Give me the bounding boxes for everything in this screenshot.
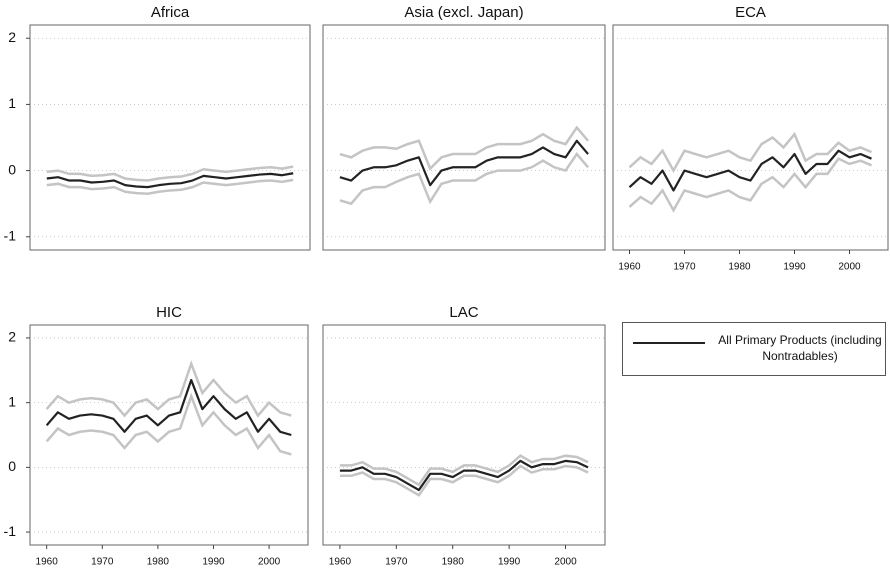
- ci-lower: [339, 151, 590, 206]
- x-tick-label: 1980: [147, 557, 170, 568]
- ci-lower: [45, 392, 292, 456]
- x-tick-label: 1970: [673, 262, 696, 273]
- panel-title: HIC: [156, 304, 182, 321]
- x-tick-label: 1970: [91, 557, 114, 568]
- x-tick-label: 1990: [783, 262, 806, 273]
- x-tick-label: 1960: [618, 262, 641, 273]
- x-tick-label: 2000: [258, 557, 281, 568]
- series-line: [45, 378, 292, 437]
- panel-title: Africa: [151, 4, 190, 21]
- panel-title: Asia (excl. Japan): [404, 4, 523, 21]
- x-tick-label: 1980: [442, 557, 465, 568]
- legend-label: All Primary Products (including Nontrada…: [718, 333, 882, 363]
- series-line: [339, 459, 589, 492]
- ci-upper: [339, 454, 589, 487]
- panel-frame: [322, 24, 606, 251]
- panel-frame: [29, 24, 311, 251]
- series-line: [628, 149, 872, 192]
- panel-title: ECA: [735, 4, 766, 21]
- ci-lower: [628, 157, 872, 213]
- panel-title: LAC: [449, 304, 478, 321]
- x-tick-label: 2000: [554, 557, 577, 568]
- ci-lower: [46, 178, 294, 196]
- x-tick-label: 2000: [838, 262, 861, 273]
- y-tick-label: 1: [8, 95, 16, 111]
- y-tick-label: 2: [8, 29, 16, 45]
- panel-frame: [322, 324, 606, 546]
- x-tick-label: 1960: [36, 557, 59, 568]
- y-tick-label: -1: [4, 523, 17, 539]
- y-tick-label: -1: [4, 227, 17, 243]
- ci-upper: [339, 125, 590, 171]
- series-line: [46, 172, 294, 189]
- y-tick-label: 1: [8, 393, 16, 409]
- panel-frame: [612, 24, 889, 251]
- x-tick-label: 1980: [728, 262, 751, 273]
- ci-upper: [45, 360, 292, 418]
- x-tick-label: 1970: [385, 557, 408, 568]
- x-tick-label: 1990: [498, 557, 521, 568]
- y-tick-label: 0: [8, 458, 16, 474]
- legend: All Primary Products (including Nontrada…: [622, 322, 886, 376]
- x-tick-label: 1960: [329, 557, 352, 568]
- panel-frame: [29, 324, 309, 546]
- ci-upper: [628, 131, 872, 174]
- x-tick-label: 1990: [202, 557, 225, 568]
- series-line: [339, 139, 589, 187]
- y-tick-label: 2: [8, 329, 16, 345]
- ci-upper: [46, 165, 294, 182]
- ci-lower: [339, 464, 589, 497]
- y-tick-label: 0: [8, 161, 16, 177]
- legend-swatch: [633, 342, 705, 344]
